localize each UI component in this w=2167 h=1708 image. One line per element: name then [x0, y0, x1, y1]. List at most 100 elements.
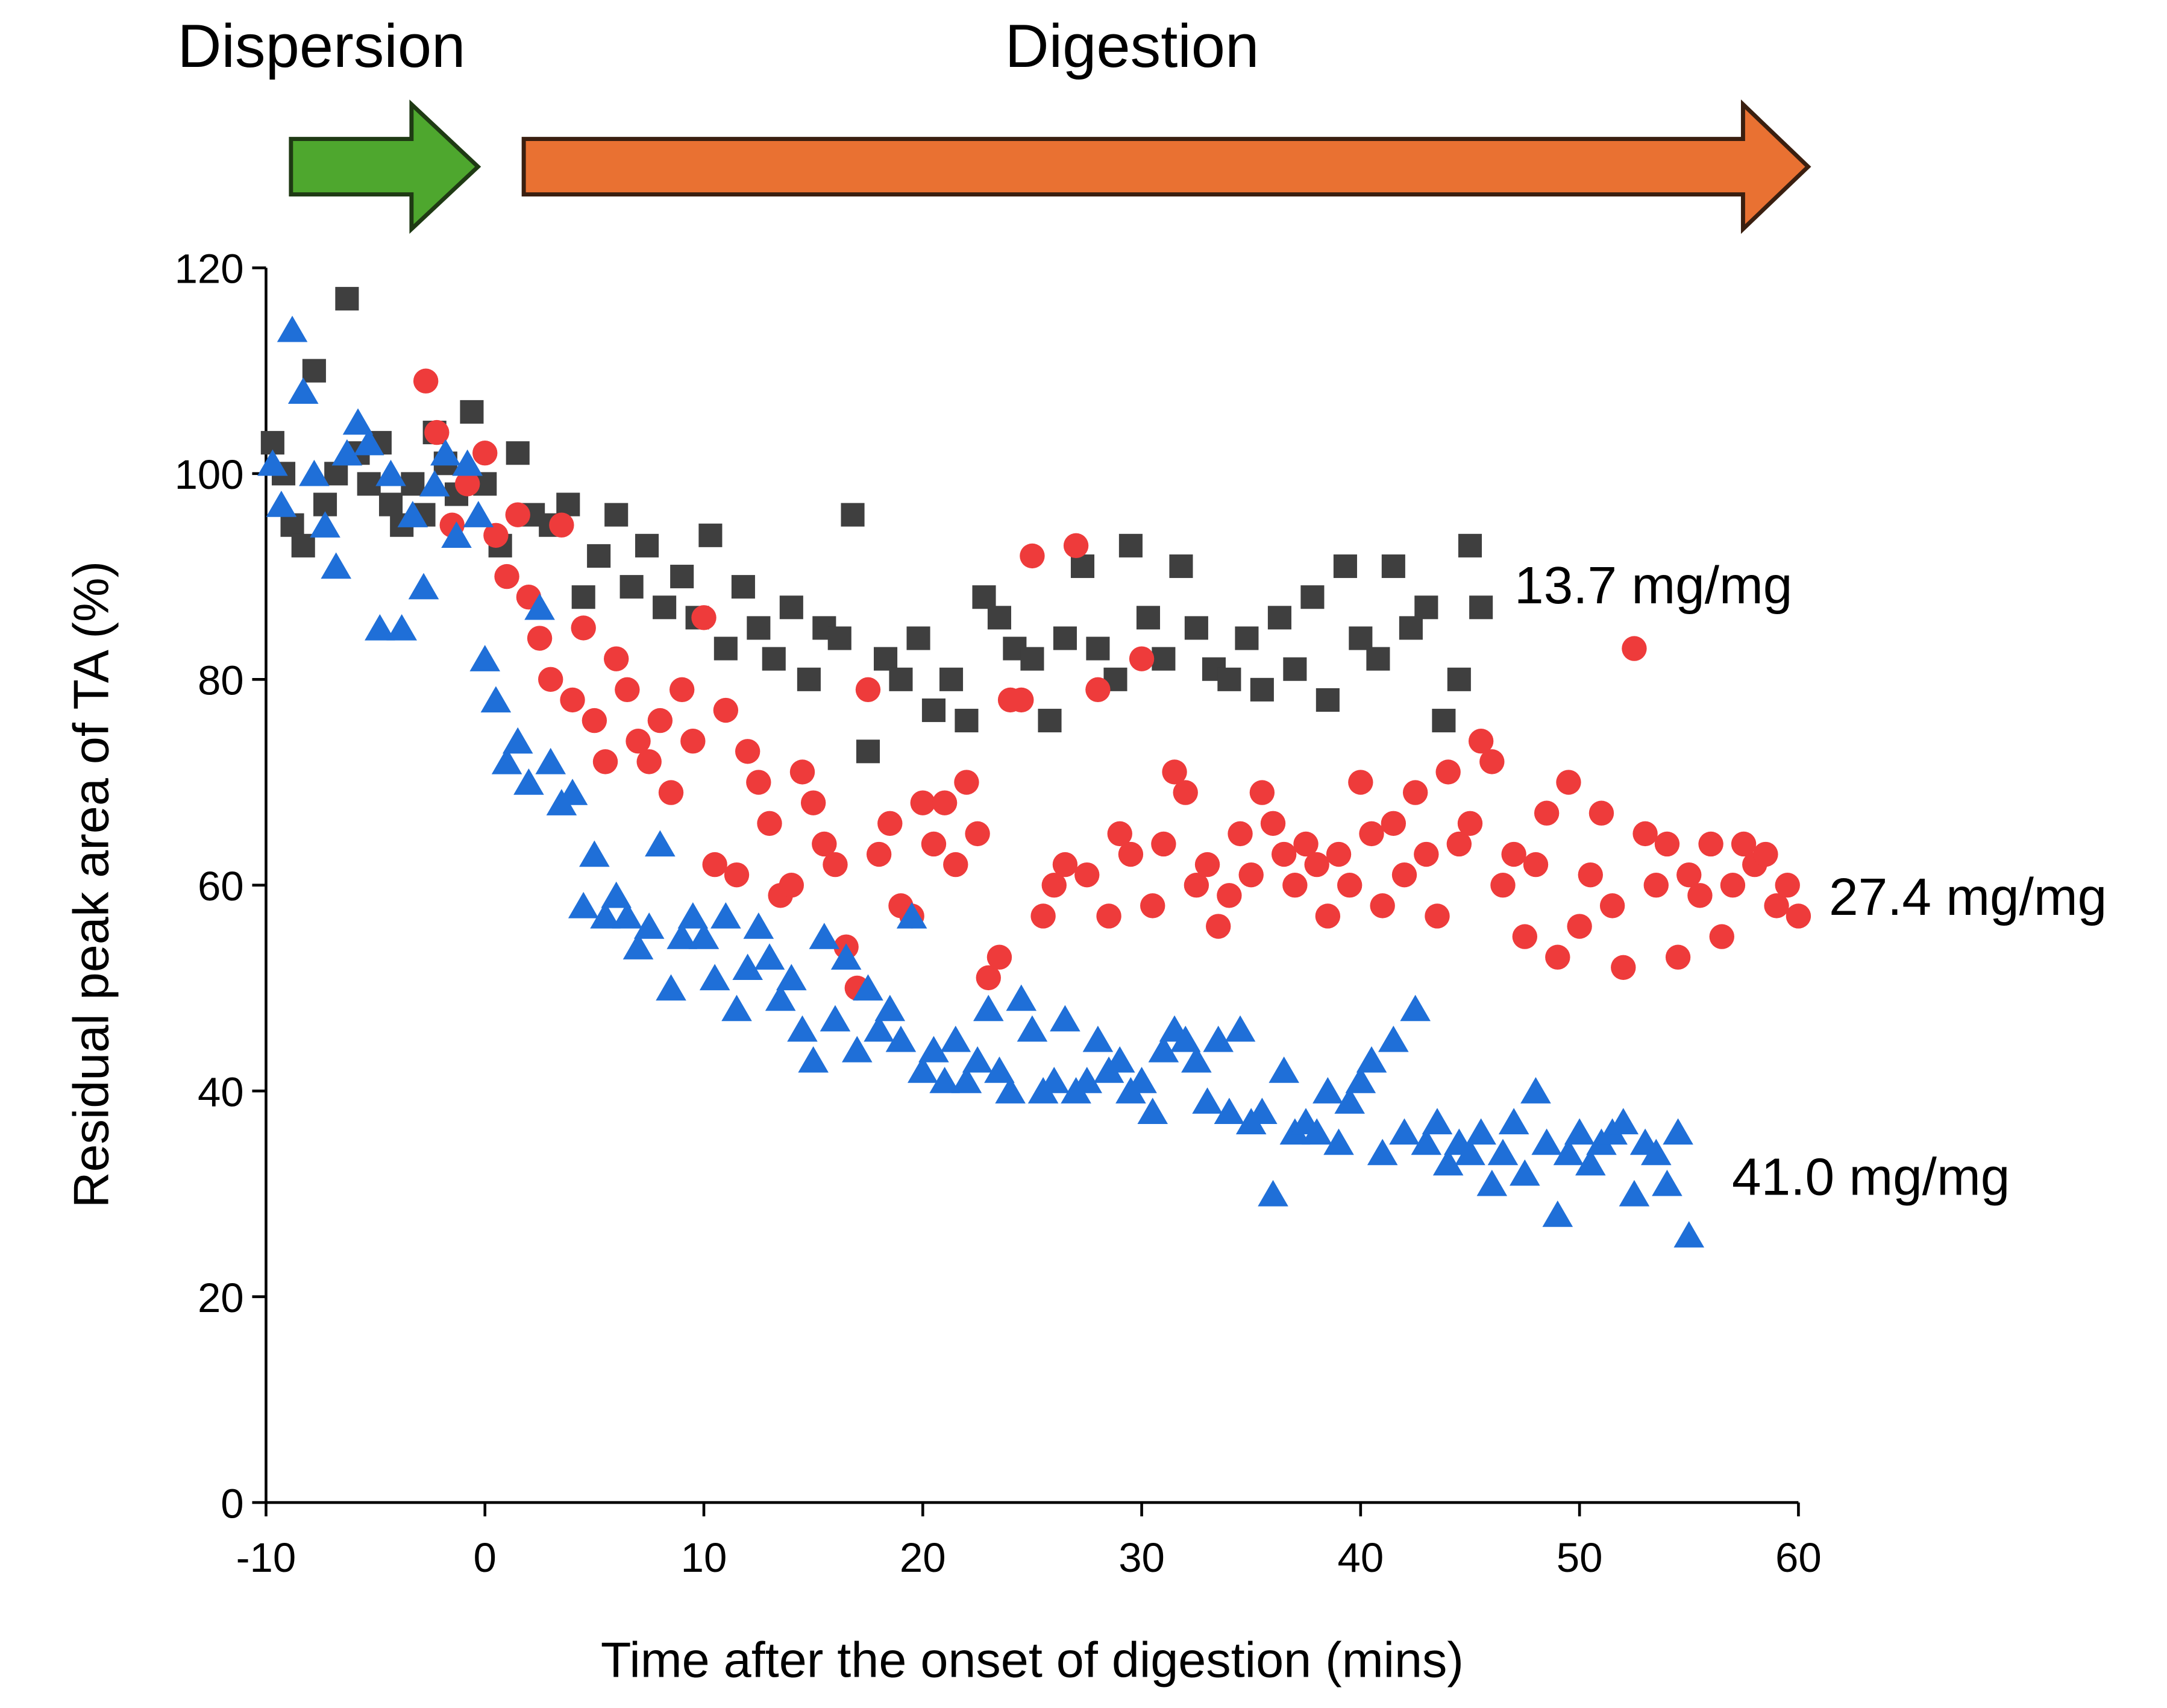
data-point [1531, 1128, 1562, 1155]
data-point [1399, 616, 1423, 640]
data-point [291, 533, 315, 557]
data-point [1009, 687, 1034, 713]
data-point [1337, 873, 1363, 898]
data-point [1510, 1159, 1540, 1186]
data-point [277, 315, 308, 342]
data-point [1348, 770, 1373, 795]
data-point [635, 533, 659, 557]
data-point [1542, 1201, 1573, 1227]
data-point [776, 964, 807, 991]
data-point [1457, 811, 1483, 836]
y-tick-label: 0 [221, 1480, 243, 1527]
data-point [1126, 1067, 1157, 1093]
y-axis-title: Residual peak area of TA (%) [63, 561, 119, 1208]
data-point [524, 593, 555, 620]
data-point [401, 472, 425, 496]
data-point [302, 359, 326, 383]
data-point [321, 552, 351, 579]
data-point [1687, 883, 1713, 908]
data-point [1148, 1035, 1179, 1063]
data-point [1217, 667, 1241, 691]
data-point [1184, 616, 1208, 640]
data-point [787, 1015, 818, 1042]
data-point [1006, 984, 1037, 1011]
data-point [1389, 1118, 1420, 1145]
data-point [299, 459, 330, 486]
data-point [1074, 862, 1100, 888]
data-point [1235, 626, 1259, 650]
data-point [1753, 841, 1778, 867]
data-point [549, 512, 574, 538]
x-tick-label: 0 [474, 1534, 497, 1581]
data-point [1326, 841, 1352, 867]
data-point [1446, 831, 1472, 857]
data-point [1249, 780, 1275, 805]
data-point [1520, 1077, 1551, 1104]
data-point [538, 667, 563, 692]
data-point [1435, 759, 1461, 785]
data-point [1260, 811, 1286, 836]
y-tick-label: 60 [198, 863, 244, 909]
data-point [955, 709, 979, 733]
data-point [1312, 1077, 1343, 1104]
data-point [721, 994, 752, 1022]
data-point [1316, 688, 1340, 712]
data-point [987, 606, 1011, 630]
data-point [1578, 862, 1603, 888]
data-point [1020, 647, 1044, 671]
data-point [1367, 1138, 1398, 1166]
y-tick-label: 100 [175, 451, 244, 498]
x-tick-label: 30 [1118, 1534, 1165, 1581]
data-point [1349, 626, 1373, 650]
data-point [452, 449, 483, 476]
data-point [1334, 1087, 1365, 1114]
data-point [653, 595, 677, 620]
x-tick-label: -10 [236, 1534, 296, 1581]
data-point [469, 645, 501, 671]
data-point [1170, 1025, 1201, 1052]
data-point [1269, 1057, 1299, 1083]
data-point [1194, 852, 1220, 878]
data-point [1414, 595, 1438, 620]
data-point [921, 831, 947, 857]
data-point [1225, 1015, 1256, 1042]
data-point [353, 429, 384, 456]
data-point [691, 605, 717, 630]
data-point [732, 953, 763, 981]
data-point [1152, 647, 1176, 671]
data-point [1345, 1067, 1376, 1093]
data-point [1599, 893, 1625, 918]
data-point [1038, 1067, 1070, 1093]
data-point [483, 523, 509, 548]
data-point [779, 595, 803, 620]
data-point [1640, 1138, 1672, 1166]
data-point [1498, 1108, 1529, 1135]
data-point [856, 739, 880, 764]
data-point [626, 729, 651, 754]
y-tick-label: 120 [175, 246, 244, 292]
data-point [1071, 1067, 1103, 1093]
data-point [357, 472, 381, 496]
data-point [1476, 1169, 1508, 1196]
data-point [939, 667, 964, 691]
data-point [762, 647, 786, 671]
data-point [502, 727, 533, 754]
data-point [746, 770, 771, 795]
data-point [1085, 677, 1111, 703]
data-point [976, 965, 1001, 991]
data-point [972, 585, 996, 609]
data-point [702, 852, 727, 878]
phase-label: Dispersion [177, 12, 465, 80]
data-point [590, 902, 621, 929]
data-point [527, 626, 553, 651]
data-point [1676, 862, 1702, 888]
data-point [656, 974, 686, 1001]
data-point [1151, 831, 1176, 857]
digestion-arrow [521, 99, 1811, 234]
data-point [1107, 821, 1132, 847]
data-point [1020, 543, 1045, 569]
data-point [713, 697, 739, 723]
data-point [698, 523, 723, 547]
data-point [1564, 1118, 1595, 1145]
data-point [568, 891, 599, 918]
